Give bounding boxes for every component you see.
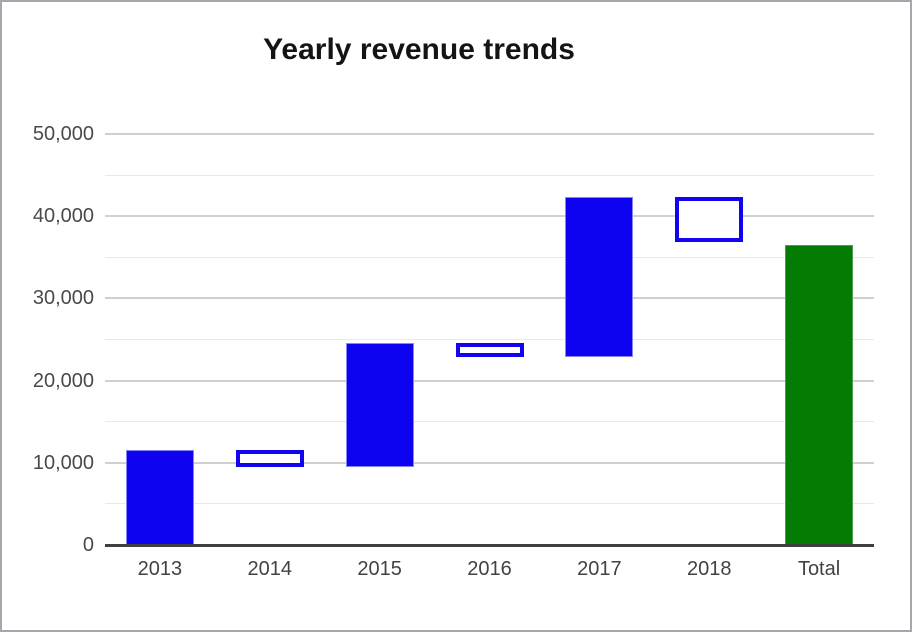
gridline-minor [105,256,874,258]
y-axis-tick-label: 40,000 [32,205,94,228]
bar-2015[interactable] [345,342,414,467]
y-axis-tick-label: 10,000 [32,451,94,474]
gridline-minor [105,421,874,423]
gridline-major [105,215,874,218]
x-axis-category-label: 2013 [137,558,183,580]
bar-2018[interactable] [675,197,744,242]
y-axis-tick-label: 20,000 [32,369,94,392]
x-axis-category-label: 2017 [577,558,622,580]
x-axis-category-label: 2015 [357,558,402,580]
x-axis-category-label: 2018 [686,558,732,580]
bar-2014[interactable] [235,450,304,467]
gridline-major [105,133,874,135]
x-axis-line [105,543,874,547]
gridline-major [105,297,874,300]
gridline-major [105,461,874,464]
x-axis-category-label: 2016 [467,558,512,580]
gridline-minor [105,339,874,340]
y-axis-tick-label: 0 [82,534,94,556]
gridline-major [105,379,874,382]
bar-2017[interactable] [565,197,634,357]
chart-title: Yearly revenue trends [263,33,575,66]
x-axis-category-label: Total [797,558,841,580]
gridline-minor [105,503,874,505]
bar-2013[interactable] [125,450,194,545]
bar-2016[interactable] [455,342,524,357]
gridline-minor [105,174,874,176]
y-axis-tick-label: 50,000 [32,123,94,145]
y-axis-tick-label: 30,000 [32,287,94,310]
x-axis-category-label: 2014 [247,558,293,580]
bar-total[interactable] [785,244,854,545]
